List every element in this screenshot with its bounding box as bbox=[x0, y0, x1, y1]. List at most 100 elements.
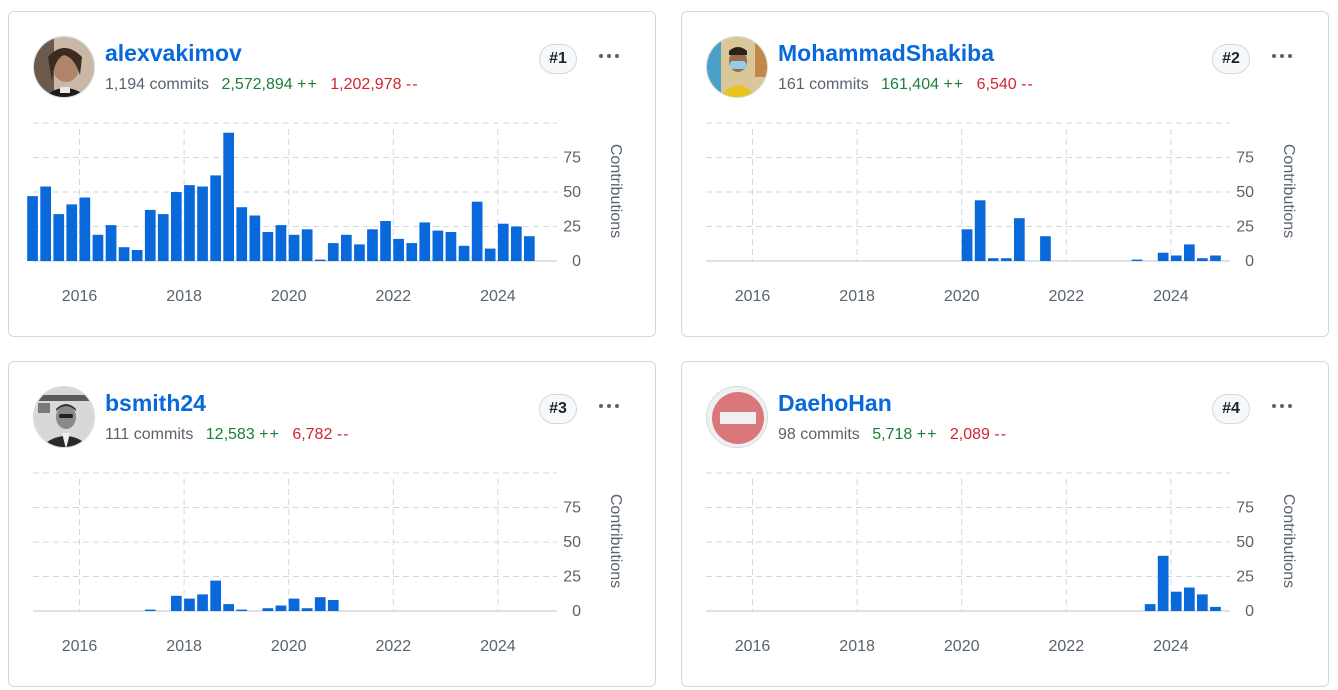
contribution-bar[interactable] bbox=[961, 229, 973, 261]
contribution-bar[interactable] bbox=[1170, 591, 1182, 611]
contribution-bar[interactable] bbox=[105, 225, 117, 261]
contribution-bar[interactable] bbox=[327, 243, 339, 261]
contribution-bar[interactable] bbox=[262, 608, 274, 611]
contribution-bar[interactable] bbox=[249, 215, 261, 262]
contribution-bar[interactable] bbox=[393, 238, 404, 261]
contribution-bar[interactable] bbox=[197, 186, 208, 262]
contribution-bar[interactable] bbox=[79, 197, 91, 262]
contribution-bar[interactable] bbox=[314, 259, 326, 261]
commit-count: 111 commits bbox=[105, 426, 194, 443]
y-tick-label: 25 bbox=[563, 219, 581, 236]
avatar[interactable] bbox=[706, 386, 768, 448]
contribution-bar[interactable] bbox=[131, 250, 143, 261]
contribution-bar[interactable] bbox=[354, 244, 365, 261]
contribution-bar[interactable] bbox=[1210, 606, 1221, 611]
contribution-bar[interactable] bbox=[1014, 218, 1025, 261]
contribution-bar[interactable] bbox=[301, 608, 313, 611]
contribution-bar[interactable] bbox=[262, 232, 274, 261]
contribution-bar[interactable] bbox=[184, 598, 195, 611]
username-link[interactable]: MohammadShakiba bbox=[778, 40, 994, 66]
contribution-bar[interactable] bbox=[1184, 587, 1195, 612]
contribution-bar[interactable] bbox=[223, 132, 234, 261]
more-options-icon[interactable] bbox=[593, 42, 625, 70]
contribution-bar[interactable] bbox=[275, 225, 287, 261]
x-tick-label: 2016 bbox=[62, 288, 98, 305]
contribution-bar[interactable] bbox=[406, 243, 418, 261]
more-options-icon[interactable] bbox=[593, 392, 625, 420]
contribution-bar[interactable] bbox=[288, 598, 300, 611]
contribution-bar[interactable] bbox=[53, 214, 65, 261]
contribution-bar[interactable] bbox=[236, 609, 248, 611]
contribution-bar[interactable] bbox=[327, 600, 339, 611]
contribution-bar[interactable] bbox=[974, 200, 986, 261]
contribution-bar[interactable] bbox=[1197, 258, 1208, 261]
contribution-bar[interactable] bbox=[1197, 594, 1208, 611]
contribution-bar[interactable] bbox=[144, 209, 156, 261]
contribution-bar[interactable] bbox=[171, 192, 182, 261]
contribution-bar[interactable] bbox=[432, 230, 444, 261]
contribution-bar[interactable] bbox=[1144, 604, 1156, 611]
contributions-chart: 2016 2018 2020 2022 2024 0 25 50 75 Contributions bbox=[33, 472, 624, 655]
contribution-bar[interactable] bbox=[157, 214, 169, 261]
x-tick-label: 2022 bbox=[1049, 288, 1085, 305]
avatar[interactable] bbox=[706, 36, 768, 98]
contribution-bar[interactable] bbox=[301, 229, 313, 261]
contribution-bar[interactable] bbox=[1170, 255, 1182, 262]
contribution-bar[interactable] bbox=[1040, 236, 1051, 261]
contribution-bar[interactable] bbox=[1184, 244, 1195, 261]
commit-count: 98 commits bbox=[778, 426, 860, 443]
y-tick-label: 25 bbox=[1236, 219, 1254, 236]
contribution-bar[interactable] bbox=[524, 236, 535, 261]
contribution-bar[interactable] bbox=[144, 609, 156, 611]
contribution-bar[interactable] bbox=[497, 223, 509, 261]
y-tick-label: 75 bbox=[1236, 500, 1254, 517]
x-tick-label: 2016 bbox=[62, 638, 98, 655]
y-tick-label: 50 bbox=[563, 184, 581, 201]
contribution-bar[interactable] bbox=[458, 245, 470, 261]
more-options-icon[interactable] bbox=[1266, 392, 1298, 420]
contribution-bar[interactable] bbox=[275, 605, 287, 612]
contribution-bar[interactable] bbox=[288, 234, 300, 261]
contribution-bar[interactable] bbox=[27, 196, 38, 261]
username-link[interactable]: DaehoHan bbox=[778, 390, 892, 416]
y-tick-label: 0 bbox=[572, 603, 581, 620]
x-tick-label: 2016 bbox=[735, 638, 771, 655]
avatar[interactable] bbox=[33, 386, 95, 448]
contribution-bar[interactable] bbox=[92, 234, 104, 261]
contribution-bar[interactable] bbox=[1210, 255, 1221, 262]
contribution-bar[interactable] bbox=[1157, 555, 1169, 611]
contribution-bar[interactable] bbox=[987, 258, 999, 261]
avatar[interactable] bbox=[33, 36, 95, 98]
contribution-bar[interactable] bbox=[40, 186, 51, 262]
contribution-bar[interactable] bbox=[197, 594, 208, 611]
contribution-bar[interactable] bbox=[184, 185, 195, 261]
contribution-bar[interactable] bbox=[380, 221, 391, 261]
contribution-bar[interactable] bbox=[171, 595, 182, 611]
contribution-bar[interactable] bbox=[66, 204, 78, 261]
contribution-bar[interactable] bbox=[341, 234, 352, 261]
contribution-bar[interactable] bbox=[210, 175, 221, 261]
contribution-bar[interactable] bbox=[471, 201, 483, 261]
contribution-bar[interactable] bbox=[1157, 252, 1169, 261]
contribution-bar[interactable] bbox=[236, 207, 248, 261]
contribution-bar[interactable] bbox=[445, 232, 457, 261]
username-link[interactable]: alexvakimov bbox=[105, 40, 242, 66]
contribution-bar[interactable] bbox=[419, 222, 431, 261]
x-tick-label: 2024 bbox=[1153, 638, 1189, 655]
y-tick-label: 75 bbox=[1236, 150, 1254, 167]
deletions-count: 2,089 -- bbox=[949, 426, 1008, 443]
contribution-bar[interactable] bbox=[1000, 258, 1012, 261]
username-link[interactable]: bsmith24 bbox=[105, 390, 206, 416]
contribution-bar[interactable] bbox=[1131, 259, 1143, 261]
contribution-bar[interactable] bbox=[118, 247, 130, 261]
contribution-bar[interactable] bbox=[223, 604, 234, 611]
contribution-bar[interactable] bbox=[484, 248, 496, 261]
contribution-bar[interactable] bbox=[511, 226, 522, 262]
x-tick-label: 2016 bbox=[735, 288, 771, 305]
contribution-bar[interactable] bbox=[210, 580, 221, 611]
x-tick-label: 2024 bbox=[1153, 288, 1189, 305]
contribution-bar[interactable] bbox=[314, 597, 326, 611]
x-tick-label: 2022 bbox=[1049, 638, 1085, 655]
contribution-bar[interactable] bbox=[367, 229, 378, 261]
more-options-icon[interactable] bbox=[1266, 42, 1298, 70]
